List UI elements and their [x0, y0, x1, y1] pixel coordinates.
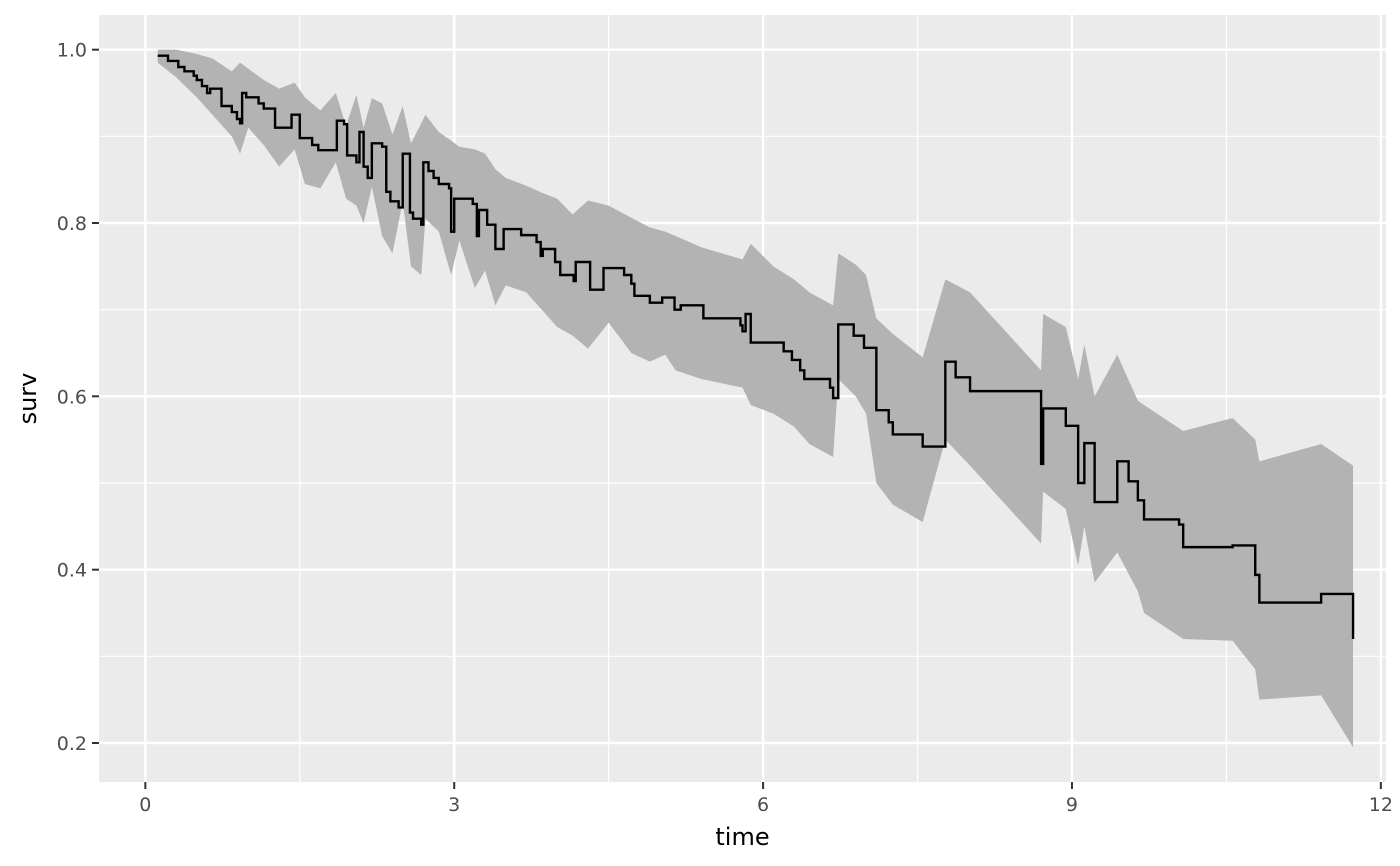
survival-step-line [157, 54, 1355, 639]
x-axis-title: time [715, 823, 769, 851]
confidence-band [157, 49, 1354, 748]
x-axis-ticks: 0 3 6 9 12 [139, 782, 1393, 816]
x-tick-label: 12 [1369, 794, 1393, 816]
x-tick-label: 0 [139, 794, 151, 816]
x-tick-label: 6 [757, 794, 769, 816]
y-tick-label: 1.0 [57, 40, 87, 62]
x-tick-label: 9 [1066, 794, 1078, 816]
y-tick-label: 0.4 [57, 560, 87, 582]
y-axis-ticks: 0.2 0.4 0.6 0.8 1.0 [57, 40, 99, 755]
y-axis-title: surv [14, 373, 42, 425]
x-tick-label: 3 [448, 794, 460, 816]
y-tick-label: 0.6 [57, 386, 87, 408]
y-tick-label: 0.8 [57, 213, 87, 235]
y-tick-label: 0.2 [57, 733, 87, 755]
